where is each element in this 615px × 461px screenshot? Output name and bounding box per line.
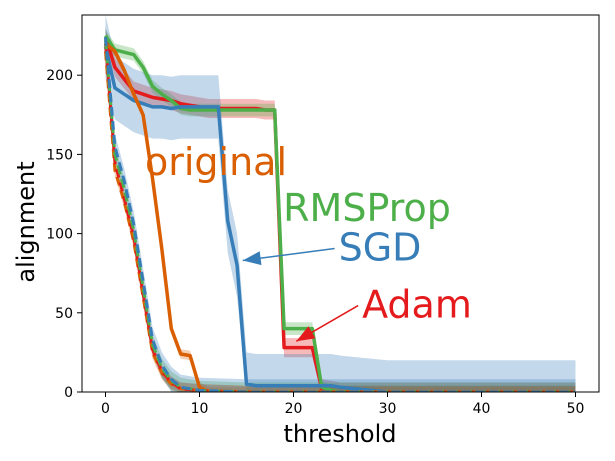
- x-tick-label: 50: [567, 401, 585, 417]
- y-axis: 0 50 100 150 200: [46, 68, 82, 401]
- x-axis-label: threshold: [283, 420, 396, 448]
- series-line-sgd_dashed: [104, 37, 576, 392]
- y-tick-label: 150: [46, 147, 73, 163]
- x-tick-label: 30: [379, 401, 397, 417]
- band-original_dashed: [105, 45, 576, 392]
- series-line-sgd: [103, 46, 576, 392]
- y-tick-label: 0: [64, 385, 73, 401]
- plot-frame: [81, 14, 600, 393]
- y-axis-label: alignment: [12, 161, 40, 282]
- annotation-sgd: SGD: [339, 226, 422, 270]
- arrowhead-sgd: [242, 251, 262, 266]
- y-tick-label: 200: [46, 68, 73, 84]
- annotation-rmsprop: RMSProp: [283, 186, 451, 230]
- series-lines: [103, 34, 576, 392]
- arrowhead-adam: [296, 326, 316, 342]
- series-line-original: [104, 42, 576, 392]
- series-line-adam_dashed: [104, 43, 576, 392]
- annotation-original: original: [145, 140, 287, 184]
- y-tick-label: 50: [55, 306, 73, 322]
- y-tick-label: 100: [46, 227, 73, 243]
- x-tick-label: 40: [473, 401, 491, 417]
- x-tick-label: 10: [191, 401, 209, 417]
- confidence-bands: [105, 15, 576, 392]
- x-tick-label: 20: [285, 401, 303, 417]
- annotation-adam: Adam: [362, 283, 472, 327]
- x-axis: 0 10 20 30 40 50: [101, 392, 584, 417]
- series-line-rmsprop: [104, 34, 576, 392]
- x-tick-label: 0: [101, 401, 110, 417]
- series-line-original_dashed: [104, 51, 576, 392]
